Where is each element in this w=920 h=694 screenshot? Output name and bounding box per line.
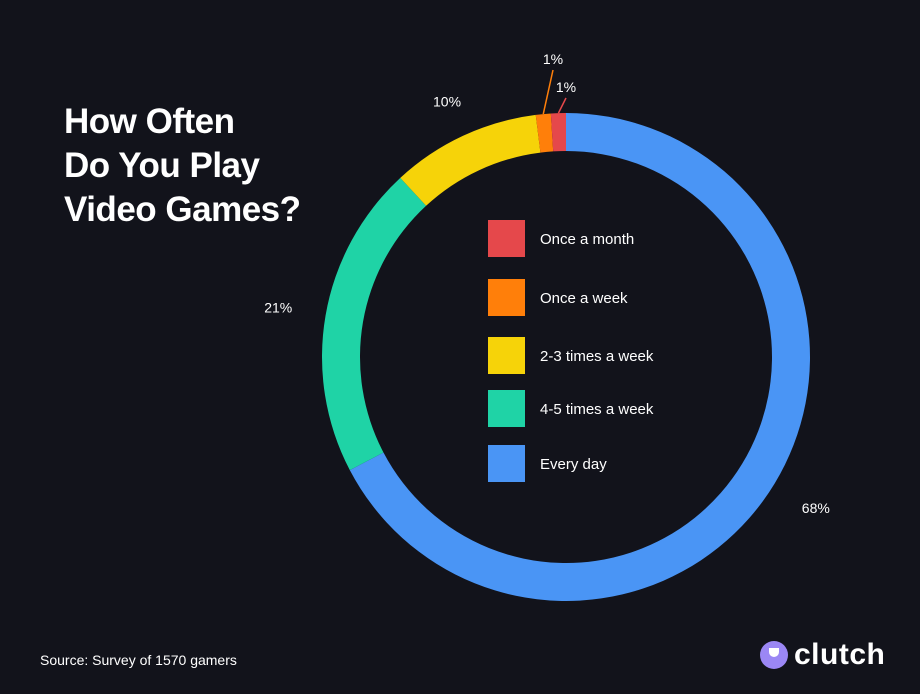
- slice-once-a-week: [535, 113, 554, 153]
- legend-label-once-a-month: Once a month: [540, 231, 634, 248]
- slice-4-5-times-a-week: [322, 177, 427, 471]
- slice-label-every-day: 68%: [802, 500, 830, 516]
- slice-label-once-a-month: 1%: [556, 79, 576, 95]
- legend-label-every-day: Every day: [540, 456, 607, 473]
- slice-labels: 68% 21% 10% 1% 1%: [264, 51, 830, 516]
- leader-line-once-a-week: [542, 69, 554, 115]
- brand-logo: clutch: [760, 640, 885, 670]
- legend-label-4-5-times-a-week: 4-5 times a week: [540, 401, 654, 418]
- source-note: Source: Survey of 1570 gamers: [40, 652, 237, 668]
- leader-line-once-a-month: [557, 97, 567, 114]
- legend-swatch-once-a-month: [488, 220, 525, 257]
- brand-name: clutch: [794, 638, 886, 671]
- chart-title: How Often Do You Play Video Games?: [64, 100, 301, 232]
- slice-label-2-3-times-a-week: 10%: [433, 93, 461, 109]
- legend: Once a month Once a week 2-3 times a week 4…: [488, 220, 654, 482]
- title-line-2: Do You Play: [64, 146, 260, 185]
- legend-swatch-2-3-times-a-week: [488, 337, 525, 374]
- clutch-logo-icon: [760, 641, 788, 669]
- slice-label-once-a-week: 1%: [543, 51, 563, 67]
- legend-swatch-every-day: [488, 445, 525, 482]
- slice-once-a-month: [550, 113, 566, 152]
- legend-swatch-4-5-times-a-week: [488, 390, 525, 427]
- slice-2-3-times-a-week: [400, 114, 541, 206]
- legend-label-2-3-times-a-week: 2-3 times a week: [540, 348, 654, 365]
- legend-label-once-a-week: Once a week: [540, 290, 628, 307]
- donut-slices: [322, 113, 810, 602]
- slice-label-4-5-times-a-week: 21%: [264, 299, 292, 315]
- legend-swatch-once-a-week: [488, 279, 525, 316]
- title-line-3: Video Games?: [64, 190, 301, 229]
- title-line-1: How Often: [64, 102, 235, 141]
